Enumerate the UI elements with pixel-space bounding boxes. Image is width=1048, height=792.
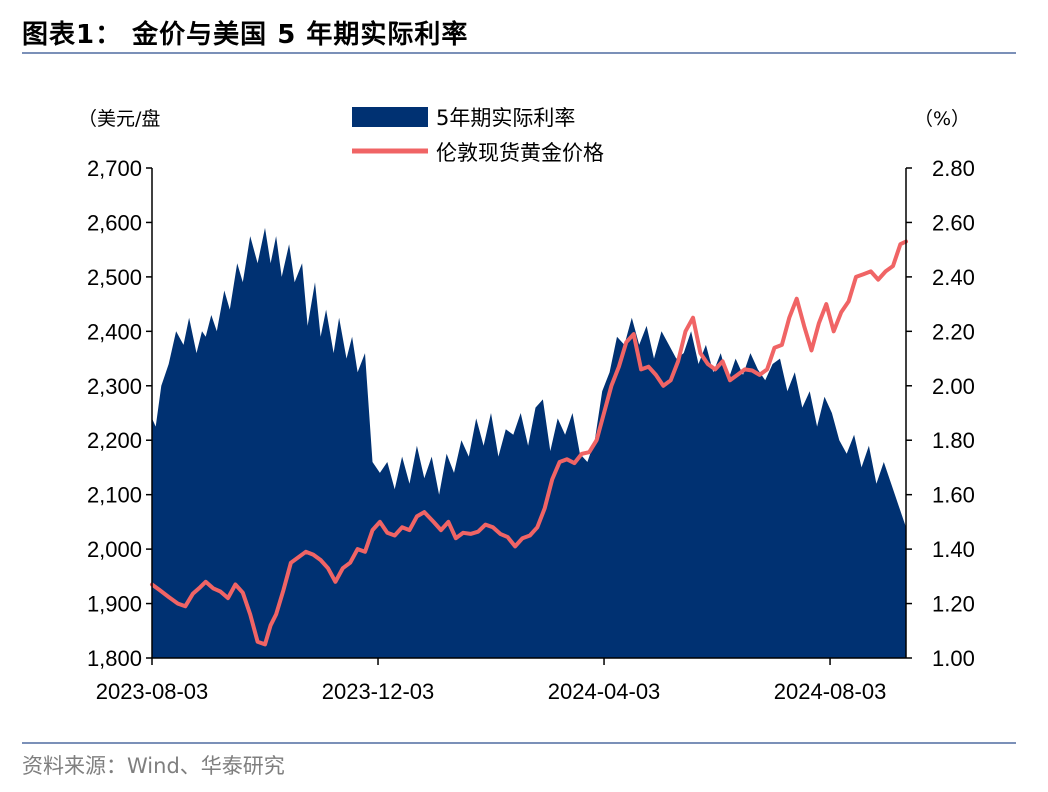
right-tick-label: 1.40 [932,537,975,562]
right-tick-label: 2.40 [932,265,975,290]
x-tick-label: 2023-08-03 [96,679,209,704]
legend-swatch-area [352,107,428,127]
x-tick-label: 2024-04-03 [548,679,661,704]
left-tick-label: 2,400 [87,319,142,344]
right-tick-label: 1.60 [932,483,975,508]
left-tick-label: 2,600 [87,210,142,235]
line-layer [150,239,908,647]
left-tick-label: 2,300 [87,374,142,399]
left-tick-label: 2,100 [87,483,142,508]
figure-title: 图表1： 金价与美国 5 年期实际利率 [22,20,469,50]
right-tick-label: 2.20 [932,319,975,344]
axes-layer: 1,800 1,900 2,000 2,100 2,200 2,300 2,400 2,500… [78,108,975,704]
source-note: 资料来源：Wind、华泰研究 [22,754,285,778]
right-tick-label: 2.60 [932,210,975,235]
legend-label-gold-price: 伦敦现货黄金价格 [436,141,604,165]
right-tick-label: 1.00 [932,646,975,671]
left-tick-label: 1,900 [87,592,142,617]
right-axis-unit-label: （%） [914,108,970,130]
left-tick-label: 2,700 [87,156,142,181]
right-tick-label: 1.20 [932,592,975,617]
right-tick-label: 2.80 [932,156,975,181]
gold-price-line-series [150,239,908,647]
left-axis-unit-label: （美元/盘 [78,108,160,130]
right-tick-label: 2.00 [932,374,975,399]
source-divider [22,742,1016,744]
left-tick-label: 1,800 [87,646,142,671]
x-tick-label: 2023-12-03 [322,679,435,704]
right-tick-label: 1.80 [932,428,975,453]
left-tick-label: 2,000 [87,537,142,562]
left-tick-label: 2,500 [87,265,142,290]
x-tick-label: 2024-08-03 [774,679,887,704]
title-divider [22,52,1016,54]
area-layer [152,227,906,658]
legend-label-real-rate: 5年期实际利率 [436,106,575,130]
real-rate-area-series [152,227,906,658]
left-tick-label: 2,200 [87,428,142,453]
